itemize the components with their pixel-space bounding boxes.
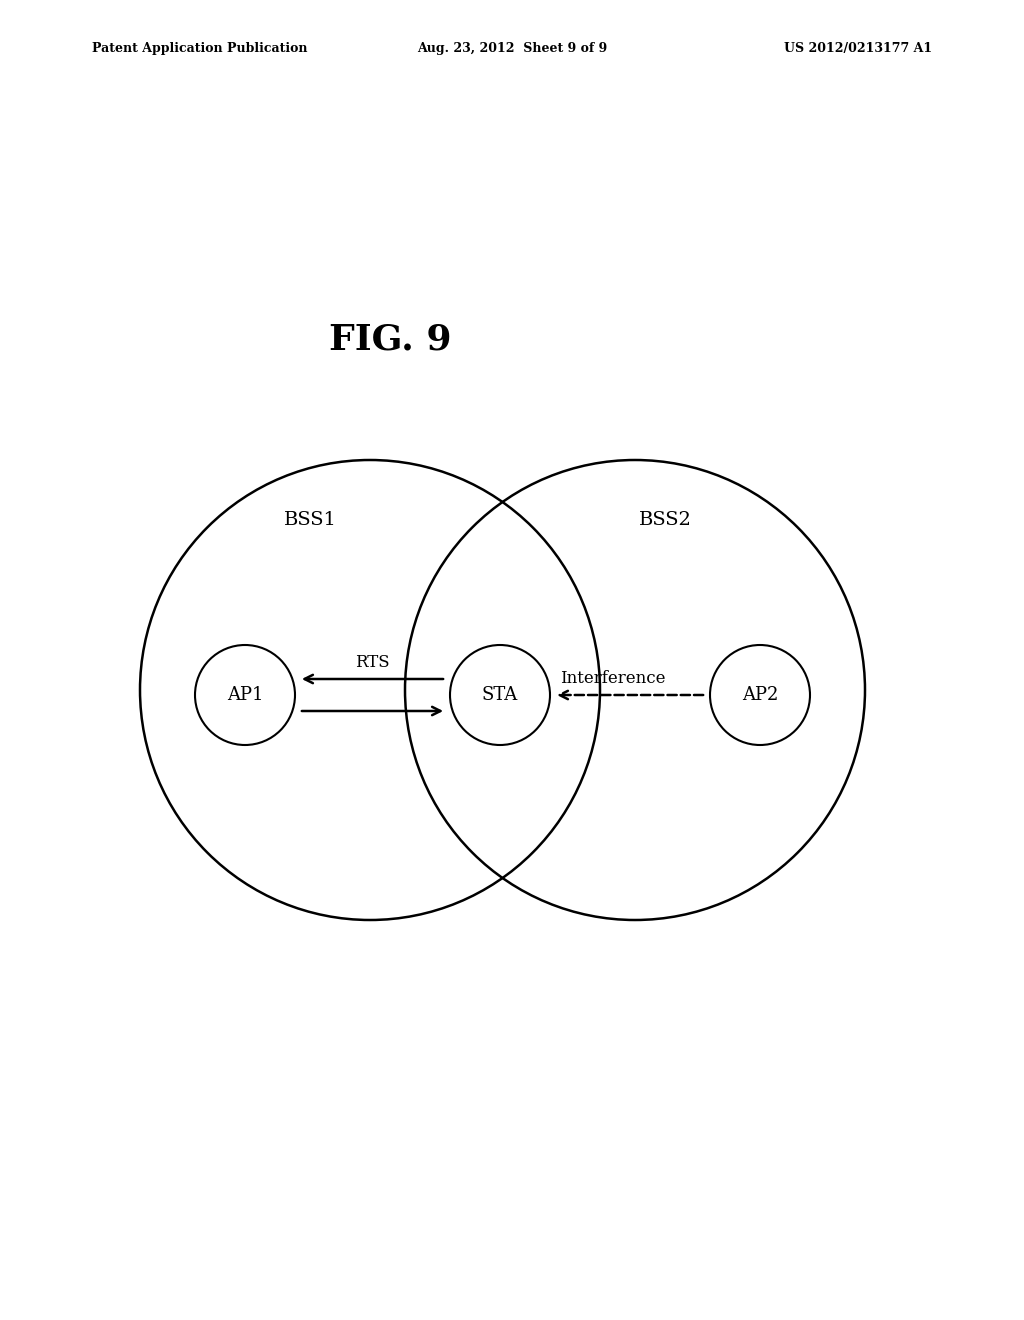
Circle shape: [195, 645, 295, 744]
Text: STA: STA: [482, 686, 518, 704]
Text: RTS: RTS: [355, 653, 390, 671]
Text: AP1: AP1: [226, 686, 263, 704]
Text: BSS1: BSS1: [284, 511, 337, 529]
Text: Interference: Interference: [560, 671, 666, 686]
Text: AP2: AP2: [741, 686, 778, 704]
Text: US 2012/0213177 A1: US 2012/0213177 A1: [783, 42, 932, 55]
Text: Patent Application Publication: Patent Application Publication: [92, 42, 307, 55]
Circle shape: [450, 645, 550, 744]
Circle shape: [710, 645, 810, 744]
Text: Aug. 23, 2012  Sheet 9 of 9: Aug. 23, 2012 Sheet 9 of 9: [417, 42, 607, 55]
Text: BSS2: BSS2: [639, 511, 691, 529]
Text: FIG. 9: FIG. 9: [329, 323, 452, 356]
